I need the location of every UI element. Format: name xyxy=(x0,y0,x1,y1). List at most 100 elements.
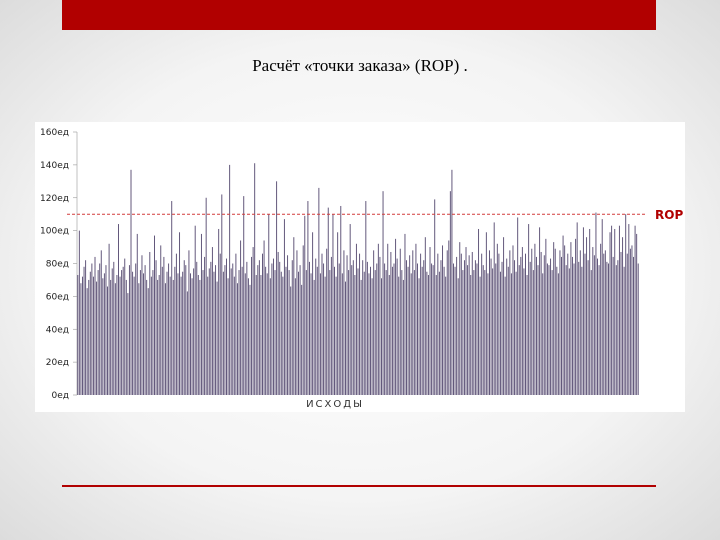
bar xyxy=(344,281,346,395)
bar xyxy=(125,279,127,395)
bar xyxy=(539,227,541,395)
bar xyxy=(465,247,467,395)
top-accent-bar xyxy=(62,0,656,30)
bar xyxy=(180,276,182,395)
bar xyxy=(576,222,578,395)
bar xyxy=(139,270,141,395)
bar xyxy=(492,268,494,395)
bar xyxy=(279,261,281,395)
bar xyxy=(556,266,558,395)
bar xyxy=(459,242,461,395)
bar xyxy=(121,270,123,395)
bar xyxy=(507,266,509,395)
bar xyxy=(384,263,386,395)
bar xyxy=(371,278,373,395)
bar xyxy=(468,255,470,395)
bar xyxy=(100,250,102,395)
bar xyxy=(99,263,101,395)
slide-title: Расчёт «точки заказа» (ROP) . xyxy=(252,56,468,75)
bar xyxy=(578,261,580,395)
bar xyxy=(495,263,497,395)
bar xyxy=(443,266,445,395)
bar xyxy=(514,260,516,395)
bar xyxy=(294,278,296,395)
bar xyxy=(540,251,542,395)
bar xyxy=(208,268,210,395)
bar xyxy=(609,232,611,395)
bar xyxy=(504,276,506,395)
bar xyxy=(575,238,577,395)
bar xyxy=(251,256,253,395)
bar xyxy=(440,260,442,395)
bar xyxy=(622,237,624,395)
bar xyxy=(83,266,85,395)
bar xyxy=(554,248,556,395)
bar xyxy=(246,261,248,395)
bar xyxy=(589,228,591,395)
bar xyxy=(532,270,534,395)
bar xyxy=(330,256,332,395)
bar xyxy=(155,260,157,395)
bar xyxy=(607,263,609,395)
bar xyxy=(213,271,215,395)
bar xyxy=(288,270,290,395)
bar xyxy=(399,248,401,395)
bar xyxy=(355,243,357,395)
bar xyxy=(144,265,146,395)
bar xyxy=(321,253,323,395)
bar xyxy=(194,225,196,395)
bar xyxy=(363,271,365,395)
bar xyxy=(570,242,572,395)
bar xyxy=(476,263,478,395)
bar xyxy=(323,263,325,395)
bar xyxy=(138,283,140,395)
bar xyxy=(479,276,481,395)
bar xyxy=(349,224,351,395)
bar xyxy=(290,286,292,395)
bar xyxy=(277,251,279,395)
bar xyxy=(426,271,428,395)
bar xyxy=(584,253,586,395)
bar xyxy=(534,243,536,395)
bar xyxy=(432,265,434,395)
bar xyxy=(601,219,603,395)
bar xyxy=(230,268,232,395)
bar xyxy=(474,260,476,395)
bar xyxy=(166,271,168,395)
bar xyxy=(499,271,501,395)
bar xyxy=(346,255,348,395)
bar xyxy=(503,237,505,395)
bar xyxy=(102,278,104,395)
bar xyxy=(133,276,135,395)
bar xyxy=(360,279,362,395)
bar xyxy=(244,273,246,395)
y-tick-label: 140ед xyxy=(40,161,69,171)
bar xyxy=(620,251,622,395)
bar xyxy=(509,250,511,395)
bar xyxy=(276,181,278,395)
bar xyxy=(205,197,207,395)
bar xyxy=(545,238,547,395)
chart-panel: 0ед 20ед 40ед 60ед 80ед 100ед 120ед 140ед 160ед … xyxy=(35,122,685,412)
bar xyxy=(271,263,273,395)
bar xyxy=(229,164,231,396)
bar xyxy=(338,263,340,395)
bar xyxy=(496,243,498,395)
bar xyxy=(445,276,447,395)
bar xyxy=(537,265,539,395)
bar xyxy=(470,275,472,395)
bar xyxy=(301,284,303,395)
bar xyxy=(263,240,265,395)
bar xyxy=(308,261,310,395)
bar xyxy=(587,260,589,395)
bar xyxy=(160,245,162,395)
bar xyxy=(285,266,287,395)
bar xyxy=(482,265,484,395)
bar xyxy=(382,191,384,395)
bar xyxy=(498,253,500,395)
bars-group xyxy=(77,163,639,396)
y-tick-label: 0ед xyxy=(52,391,70,401)
bar xyxy=(348,270,350,395)
bar xyxy=(598,265,600,395)
bar xyxy=(407,266,409,395)
